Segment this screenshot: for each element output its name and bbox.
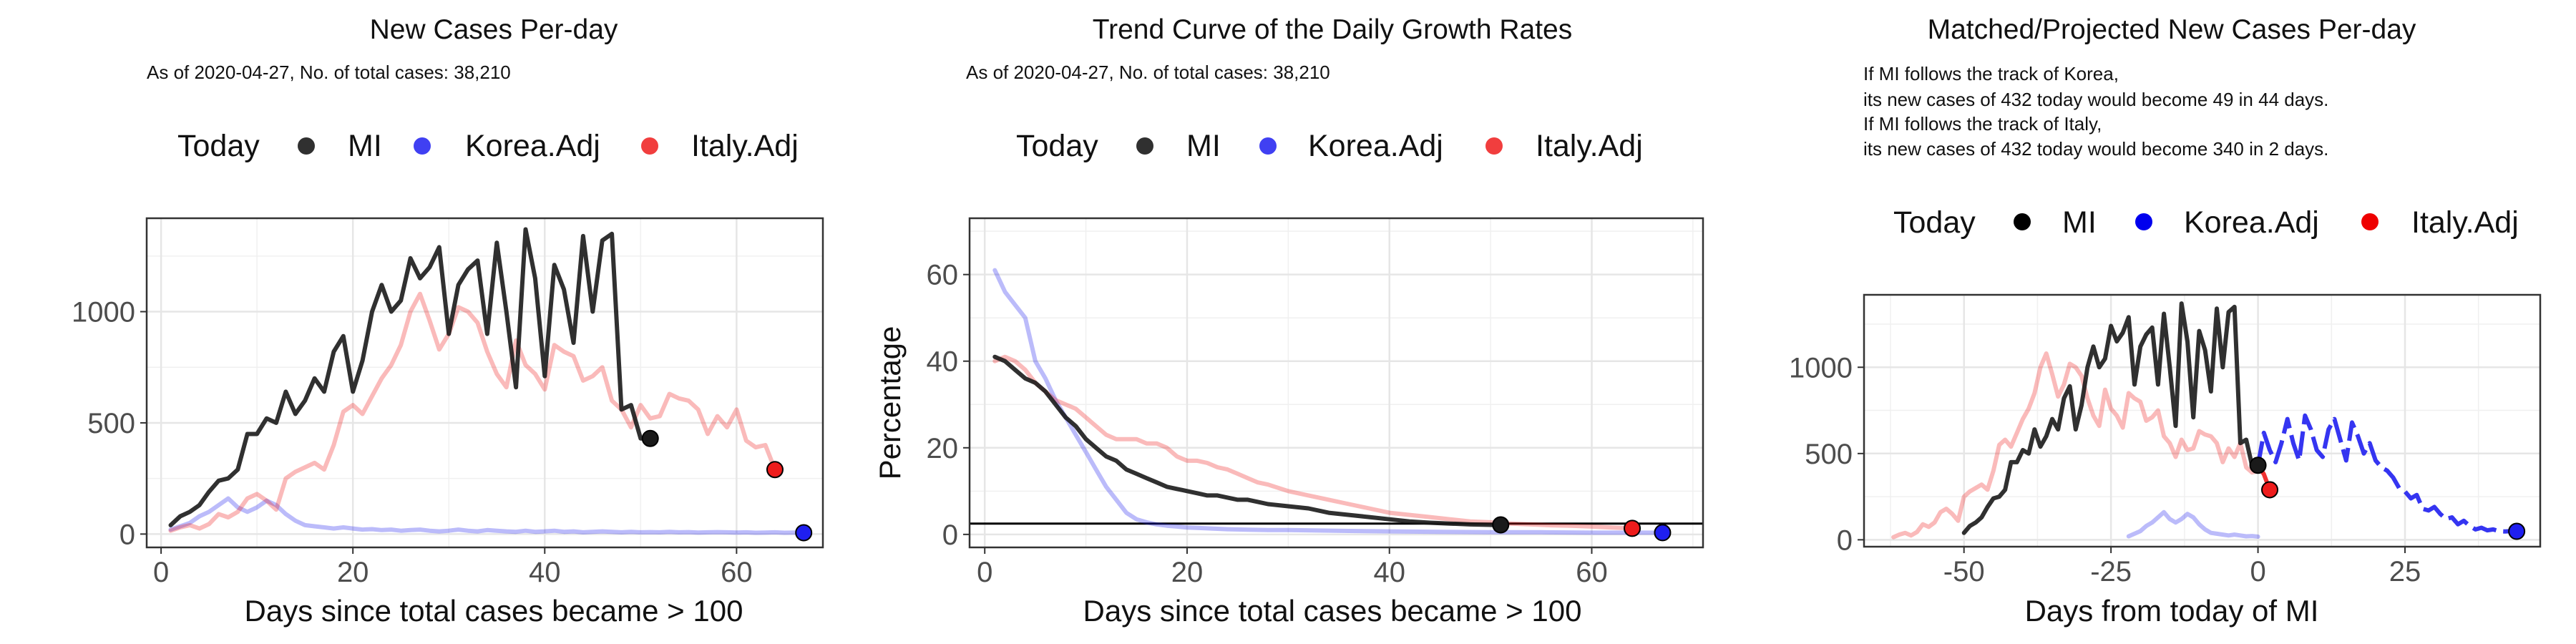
chart1-point-mi bbox=[641, 429, 659, 447]
chart2-legend-mi-label: MI bbox=[1186, 129, 1221, 163]
chart1-legend-italy-label: Italy.Adj bbox=[691, 129, 799, 163]
chart1-series-korea-line bbox=[168, 496, 806, 535]
chart1-subtitle: As of 2020-04-27, No. of total cases: 38… bbox=[147, 62, 511, 83]
chart3-y-tick-label: 1000 bbox=[1789, 352, 1853, 384]
chart1-legend-mi-label: MI bbox=[348, 129, 382, 163]
chart2-y-axis-label: Percentage bbox=[873, 326, 907, 480]
chart3-subtitle-line2: its new cases of 432 today would become … bbox=[1863, 89, 2328, 110]
chart2-y-tick-label: 40 bbox=[927, 346, 959, 378]
chart1-title: New Cases Per-day bbox=[370, 14, 618, 45]
chart3-legend-italy-label: Italy.Adj bbox=[2411, 205, 2519, 240]
chart3-panel-border bbox=[1863, 293, 2542, 548]
chart2-title: Trend Curve of the Daily Growth Rates bbox=[1093, 14, 1572, 45]
chart3-legend-mi-label: MI bbox=[2062, 205, 2097, 240]
chart2-point-mi bbox=[1492, 516, 1510, 534]
chart1-legend-mi-dot bbox=[298, 137, 315, 155]
chart3-x-tick-label: -50 bbox=[1943, 556, 1985, 587]
chart1-x-axis-label: Days since total cases became > 100 bbox=[245, 594, 743, 628]
chart2-subtitle: As of 2020-04-27, No. of total cases: 38… bbox=[966, 62, 1330, 83]
chart3-x-tick-label: 25 bbox=[2389, 556, 2421, 587]
chart1-point-korea bbox=[795, 524, 813, 542]
chart3-y-tick-label: 500 bbox=[1805, 439, 1853, 470]
chart1-point-italy bbox=[766, 461, 784, 479]
chart3-x-tick-label: -25 bbox=[2090, 556, 2132, 587]
chart3-legend-italy-dot bbox=[2361, 213, 2379, 230]
chart3-subtitle-line1: If MI follows the track of Korea, bbox=[1863, 63, 2119, 84]
chart2-point-italy bbox=[1624, 519, 1641, 537]
chart2-y-tick-label: 0 bbox=[942, 519, 958, 551]
chart3-legend-korea-label: Korea.Adj bbox=[2184, 205, 2319, 240]
chart3-x-axis-label: Days from today of MI bbox=[2025, 594, 2319, 628]
chart2-y-tick-label: 20 bbox=[927, 433, 959, 464]
chart1-legend: Today MI Korea.Adj Italy.Adj bbox=[177, 129, 799, 163]
chart3-legend: Today MI Korea.Adj Italy.Adj bbox=[1893, 205, 2519, 240]
chart3-point-italy bbox=[2261, 481, 2278, 499]
chart3-series-italy-line bbox=[1891, 351, 2260, 540]
chart1-panel: 0 20 40 60 0 500 1000 bbox=[72, 217, 824, 588]
chart3-title: Matched/Projected New Cases Per-day bbox=[1928, 14, 2416, 45]
chart1-legend-italy-dot bbox=[641, 137, 658, 155]
chart2-legend-korea-label: Korea.Adj bbox=[1308, 129, 1443, 163]
chart3-y-tick-label: 0 bbox=[1837, 525, 1853, 556]
chart3-legend-korea-dot bbox=[2135, 213, 2152, 230]
chart2-x-tick-label: 40 bbox=[1373, 557, 1405, 588]
chart2-legend-korea-dot bbox=[1259, 137, 1277, 155]
chart1-series-mi-line bbox=[168, 227, 653, 527]
chart3-legend-mi-dot bbox=[2014, 213, 2031, 230]
chart2-legend-mi-dot bbox=[1136, 137, 1153, 155]
chart2-legend-italy-dot bbox=[1485, 137, 1503, 155]
chart1-y-tick-label: 500 bbox=[87, 408, 135, 439]
chart2-panel: 0 20 40 60 0 20 40 60 bbox=[927, 217, 1704, 588]
chart2-series-italy-line bbox=[992, 354, 1634, 531]
chart1-x-tick-label: 0 bbox=[153, 557, 169, 588]
chart2-legend: Today MI Korea.Adj Italy.Adj bbox=[1016, 129, 1643, 163]
chart3-series-mi-line bbox=[1961, 301, 2260, 535]
chart3-x-tick-label: 0 bbox=[2250, 556, 2265, 587]
chart3-legend-title: Today bbox=[1893, 205, 1976, 240]
chart1-panel-border bbox=[145, 217, 824, 549]
chart3-series-korea-projected-line bbox=[2255, 413, 2517, 534]
chart2-x-axis-label: Days since total cases became > 100 bbox=[1083, 594, 1582, 628]
chart2-legend-italy-label: Italy.Adj bbox=[1536, 129, 1643, 163]
chart3-point-mi bbox=[2249, 457, 2267, 474]
chart1-x-tick-label: 40 bbox=[529, 557, 561, 588]
chart1-y-tick-label: 1000 bbox=[72, 297, 135, 328]
chart2-series-korea-line bbox=[992, 268, 1665, 535]
chart3-point-korea bbox=[2508, 522, 2526, 540]
chart3-subtitle-line4: its new cases of 432 today would become … bbox=[1863, 138, 2328, 160]
chart3-subtitle-line3: If MI follows the track of Italy, bbox=[1863, 113, 2102, 135]
chart1-legend-title: Today bbox=[177, 129, 260, 163]
chart1-x-tick-label: 20 bbox=[337, 557, 369, 588]
chart1-x-tick-label: 60 bbox=[721, 557, 753, 588]
chart2-y-tick-label: 60 bbox=[927, 260, 959, 291]
chart1-y-tick-label: 0 bbox=[119, 519, 135, 550]
chart3-series-korea-line bbox=[2126, 509, 2260, 539]
chart2-point-korea bbox=[1654, 524, 1672, 542]
chart1-series-italy-line bbox=[168, 291, 777, 533]
chart2-series-mi-line bbox=[992, 354, 1503, 528]
chart1-legend-korea-label: Korea.Adj bbox=[465, 129, 600, 163]
chart2-x-tick-label: 20 bbox=[1171, 557, 1204, 588]
chart2-x-tick-label: 60 bbox=[1576, 557, 1608, 588]
chart2-x-tick-label: 0 bbox=[977, 557, 992, 588]
chart2-legend-title: Today bbox=[1016, 129, 1098, 163]
chart2-panel-border bbox=[968, 217, 1704, 549]
chart1-legend-korea-dot bbox=[414, 137, 431, 155]
